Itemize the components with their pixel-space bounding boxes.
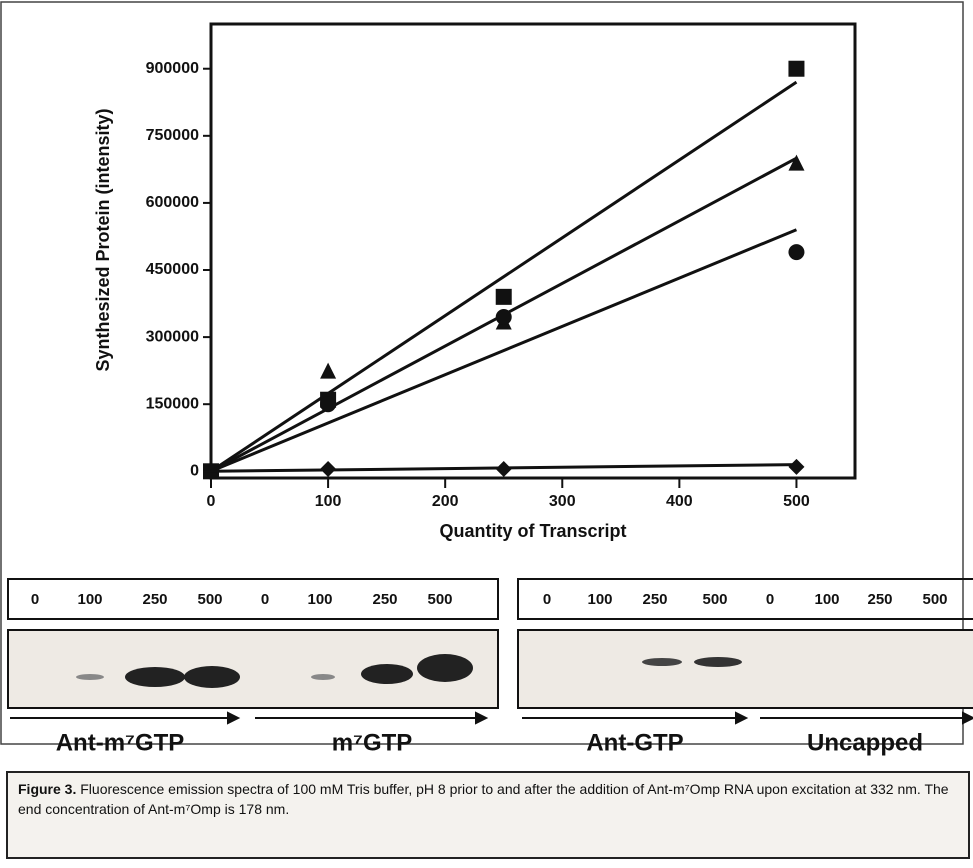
- lane-header: [7, 578, 499, 620]
- gel-image: [7, 629, 499, 709]
- lane-label: 250: [642, 591, 667, 608]
- caption-text: Fluorescence emission spectra of 100 mM …: [18, 781, 949, 817]
- y-tick-label: 300000: [146, 328, 199, 345]
- arrow-head: [227, 711, 241, 725]
- lane-label: 500: [427, 591, 452, 608]
- band: [184, 666, 240, 688]
- x-tick-label: 200: [432, 493, 459, 510]
- y-tick-label: 0: [190, 463, 199, 480]
- x-tick-label: 300: [549, 493, 576, 510]
- arrows: [10, 711, 973, 725]
- group-label: Ant-GTP: [586, 729, 683, 756]
- band: [361, 664, 413, 684]
- fit-line: [210, 228, 798, 473]
- lane-label: 0: [261, 591, 269, 608]
- point: [788, 154, 805, 171]
- point: [495, 288, 512, 305]
- band: [417, 654, 473, 682]
- point: [320, 461, 337, 478]
- band: [311, 674, 335, 680]
- group-label: Ant-m⁷GTP: [56, 729, 185, 756]
- point: [320, 396, 337, 413]
- x-tick-label: 400: [666, 493, 693, 510]
- band: [694, 657, 742, 667]
- point: [495, 461, 512, 478]
- group-label: m⁷GTP: [332, 729, 413, 756]
- caption-label: Figure 3.: [18, 781, 77, 797]
- y-tick-label: 450000: [146, 261, 199, 278]
- y-tick-label: 600000: [146, 194, 199, 211]
- caption: Figure 3. Fluorescence emission spectra …: [6, 771, 970, 859]
- lane-label: 500: [197, 591, 222, 608]
- lane-label: 100: [587, 591, 612, 608]
- arrow-head: [735, 711, 749, 725]
- x-axis-label: Quantity of Transcript: [439, 521, 626, 541]
- x-tick-label: 500: [783, 493, 810, 510]
- band: [76, 674, 104, 680]
- figure-frame: [0, 1, 964, 745]
- lane-label: 0: [766, 591, 774, 608]
- lane-label: 500: [922, 591, 947, 608]
- point: [788, 244, 805, 261]
- y-tick-label: 750000: [146, 127, 199, 144]
- gel-bands: [76, 654, 742, 688]
- gel-image: [517, 629, 973, 709]
- y-tick-label: 900000: [146, 60, 199, 77]
- figure: Synthesized Protein (intensity) Quantity…: [0, 1, 973, 756]
- point: [788, 458, 805, 475]
- plot-frame: [209, 22, 857, 480]
- band: [125, 667, 185, 687]
- lane-header: [517, 578, 973, 620]
- point: [788, 60, 805, 77]
- band: [642, 658, 682, 666]
- lane-label: 500: [702, 591, 727, 608]
- lane-label: 250: [867, 591, 892, 608]
- lane-label: 100: [814, 591, 839, 608]
- group-label: Uncapped: [807, 729, 923, 756]
- x-tick-label: 0: [207, 493, 216, 510]
- lane-label: 0: [543, 591, 551, 608]
- y-axis-label: Synthesized Protein (intensity): [93, 108, 113, 371]
- arrow-head: [962, 711, 973, 725]
- chart-area: [203, 60, 805, 480]
- fit-line: [210, 80, 798, 473]
- lane-label: 0: [31, 591, 39, 608]
- lane-label: 100: [307, 591, 332, 608]
- point: [495, 308, 512, 325]
- lane-label: 250: [142, 591, 167, 608]
- point: [320, 362, 337, 379]
- y-tick-label: 150000: [146, 395, 199, 412]
- lane-label: 250: [372, 591, 397, 608]
- arrow-head: [475, 711, 489, 725]
- lane-label: 100: [77, 591, 102, 608]
- x-tick-label: 100: [315, 493, 342, 510]
